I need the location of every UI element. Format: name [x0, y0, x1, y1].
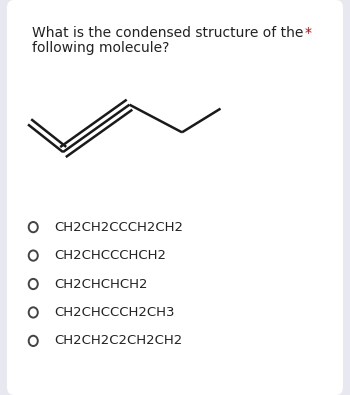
- Text: CH2CHCCCHCH2: CH2CHCCCHCH2: [54, 249, 166, 262]
- Text: CH2CHCCCH2CH3: CH2CHCCCH2CH3: [54, 306, 175, 319]
- Text: *: *: [304, 26, 312, 40]
- Text: What is the condensed structure of the: What is the condensed structure of the: [32, 26, 303, 40]
- Text: CH2CHCHCH2: CH2CHCHCH2: [54, 278, 148, 290]
- FancyBboxPatch shape: [7, 0, 343, 395]
- Text: CH2CH2C2CH2CH2: CH2CH2C2CH2CH2: [54, 335, 182, 347]
- Text: following molecule?: following molecule?: [32, 41, 169, 55]
- Text: CH2CH2CCCH2CH2: CH2CH2CCCH2CH2: [54, 221, 183, 233]
